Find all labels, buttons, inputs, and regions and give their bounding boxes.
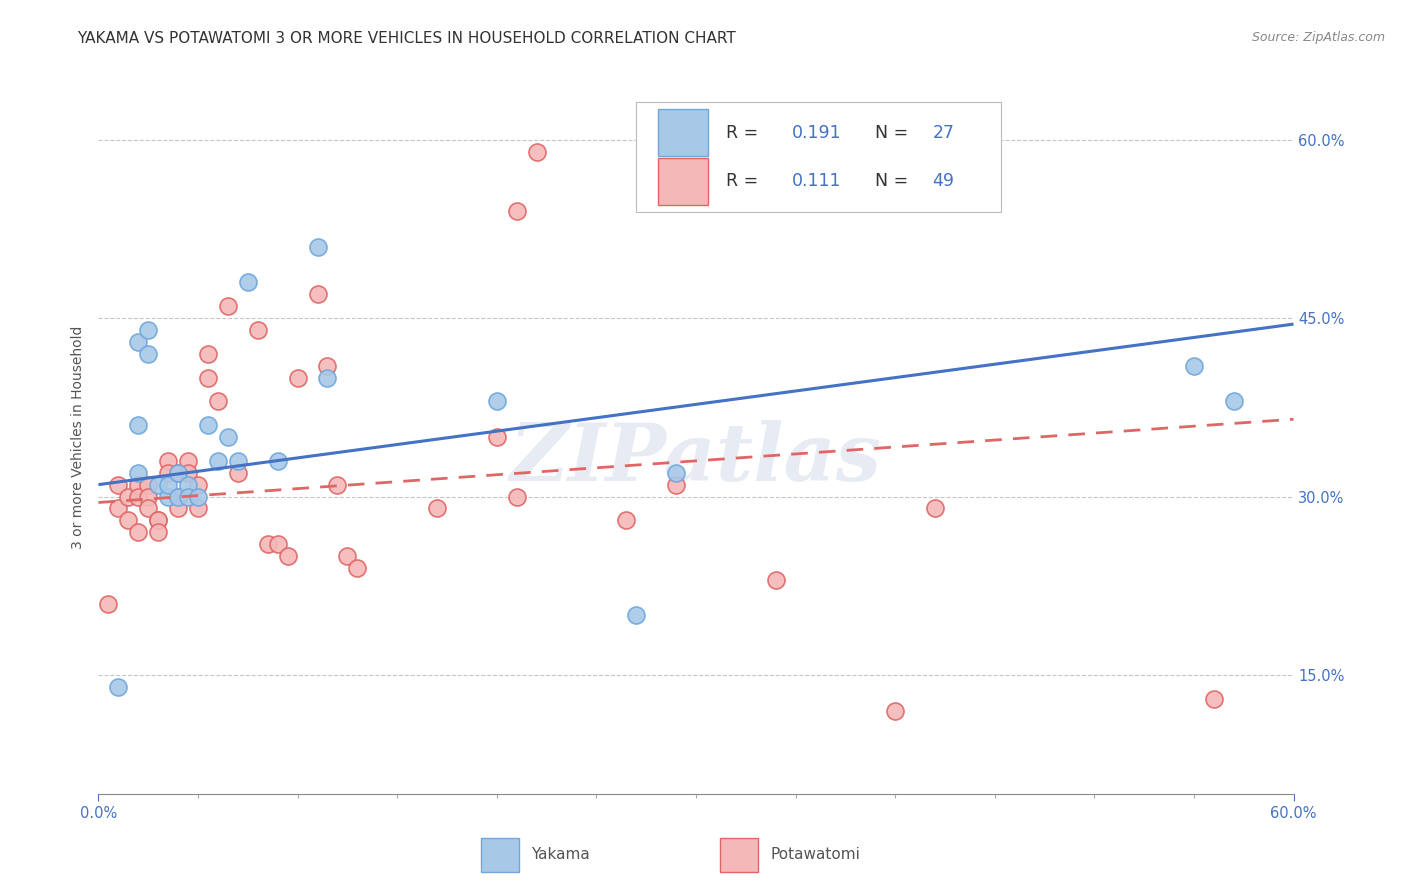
Point (256, 537, 278, 551)
Text: ZIPatlas: ZIPatlas (510, 420, 882, 497)
Point (765, 573, 787, 587)
Point (136, 490, 159, 504)
Point (157, 454, 180, 468)
Point (177, 454, 200, 468)
Point (107, 680, 129, 694)
Bar (658, 110, 709, 156)
Point (217, 299, 239, 313)
Point (187, 477, 209, 491)
Point (127, 334, 149, 349)
Point (127, 466, 149, 480)
Text: N =: N = (876, 172, 914, 190)
Point (346, 561, 368, 575)
Point (1223, 394, 1246, 409)
Text: 0.111: 0.111 (792, 172, 841, 190)
Text: Source: ZipAtlas.com: Source: ZipAtlas.com (1251, 31, 1385, 45)
Point (626, 608, 648, 623)
Point (246, 323, 269, 337)
Point (267, 454, 290, 468)
Point (127, 477, 149, 491)
Text: R =: R = (725, 124, 763, 142)
Point (97, 597, 120, 611)
Point (207, 454, 229, 468)
Text: N =: N = (876, 124, 914, 142)
Point (226, 466, 249, 480)
Point (197, 370, 219, 384)
Point (1202, 691, 1225, 706)
Point (177, 477, 200, 491)
Point (136, 347, 159, 361)
Point (157, 490, 180, 504)
Point (277, 549, 299, 563)
Point (167, 466, 190, 480)
Point (148, 477, 170, 491)
Point (177, 466, 200, 480)
Point (167, 501, 190, 516)
Point (236, 276, 259, 290)
Point (207, 394, 229, 409)
Point (136, 477, 159, 491)
Text: R =: R = (725, 172, 763, 190)
Point (187, 501, 209, 516)
FancyBboxPatch shape (637, 102, 1001, 212)
Point (1182, 359, 1205, 373)
Point (665, 477, 688, 491)
Text: 0.191: 0.191 (792, 124, 841, 142)
Point (127, 525, 149, 540)
Point (506, 204, 529, 219)
Point (326, 477, 349, 491)
Point (136, 501, 159, 516)
Bar (658, 158, 709, 204)
Point (426, 501, 449, 516)
Point (167, 490, 190, 504)
Point (107, 501, 129, 516)
Point (148, 513, 170, 527)
Point (884, 704, 907, 718)
Point (157, 477, 180, 491)
Bar (481, 838, 519, 872)
Point (226, 454, 249, 468)
Point (197, 418, 219, 433)
Point (187, 490, 209, 504)
Point (267, 537, 290, 551)
Point (157, 466, 180, 480)
Point (217, 430, 239, 444)
Point (307, 287, 329, 301)
Text: Yakama: Yakama (531, 847, 589, 862)
Point (197, 347, 219, 361)
Point (167, 466, 190, 480)
Point (665, 466, 688, 480)
Point (117, 490, 139, 504)
Point (526, 145, 548, 159)
Point (336, 549, 359, 563)
Point (485, 394, 508, 409)
Text: 49: 49 (932, 172, 955, 190)
Bar (720, 838, 758, 872)
Point (148, 525, 170, 540)
Point (614, 513, 637, 527)
Point (316, 359, 339, 373)
Point (167, 490, 190, 504)
Point (148, 513, 170, 527)
Point (287, 370, 309, 384)
Point (485, 430, 508, 444)
Point (107, 477, 129, 491)
Point (506, 490, 529, 504)
Point (307, 240, 329, 254)
Point (117, 513, 139, 527)
Point (924, 501, 946, 516)
Text: 27: 27 (932, 124, 955, 142)
Point (127, 418, 149, 433)
Point (316, 370, 339, 384)
Point (177, 490, 200, 504)
Point (127, 490, 149, 504)
Text: Potawatomi: Potawatomi (770, 847, 860, 862)
Text: YAKAMA VS POTAWATOMI 3 OR MORE VEHICLES IN HOUSEHOLD CORRELATION CHART: YAKAMA VS POTAWATOMI 3 OR MORE VEHICLES … (77, 31, 737, 46)
Y-axis label: 3 or more Vehicles in Household: 3 or more Vehicles in Household (70, 326, 84, 549)
Point (136, 323, 159, 337)
